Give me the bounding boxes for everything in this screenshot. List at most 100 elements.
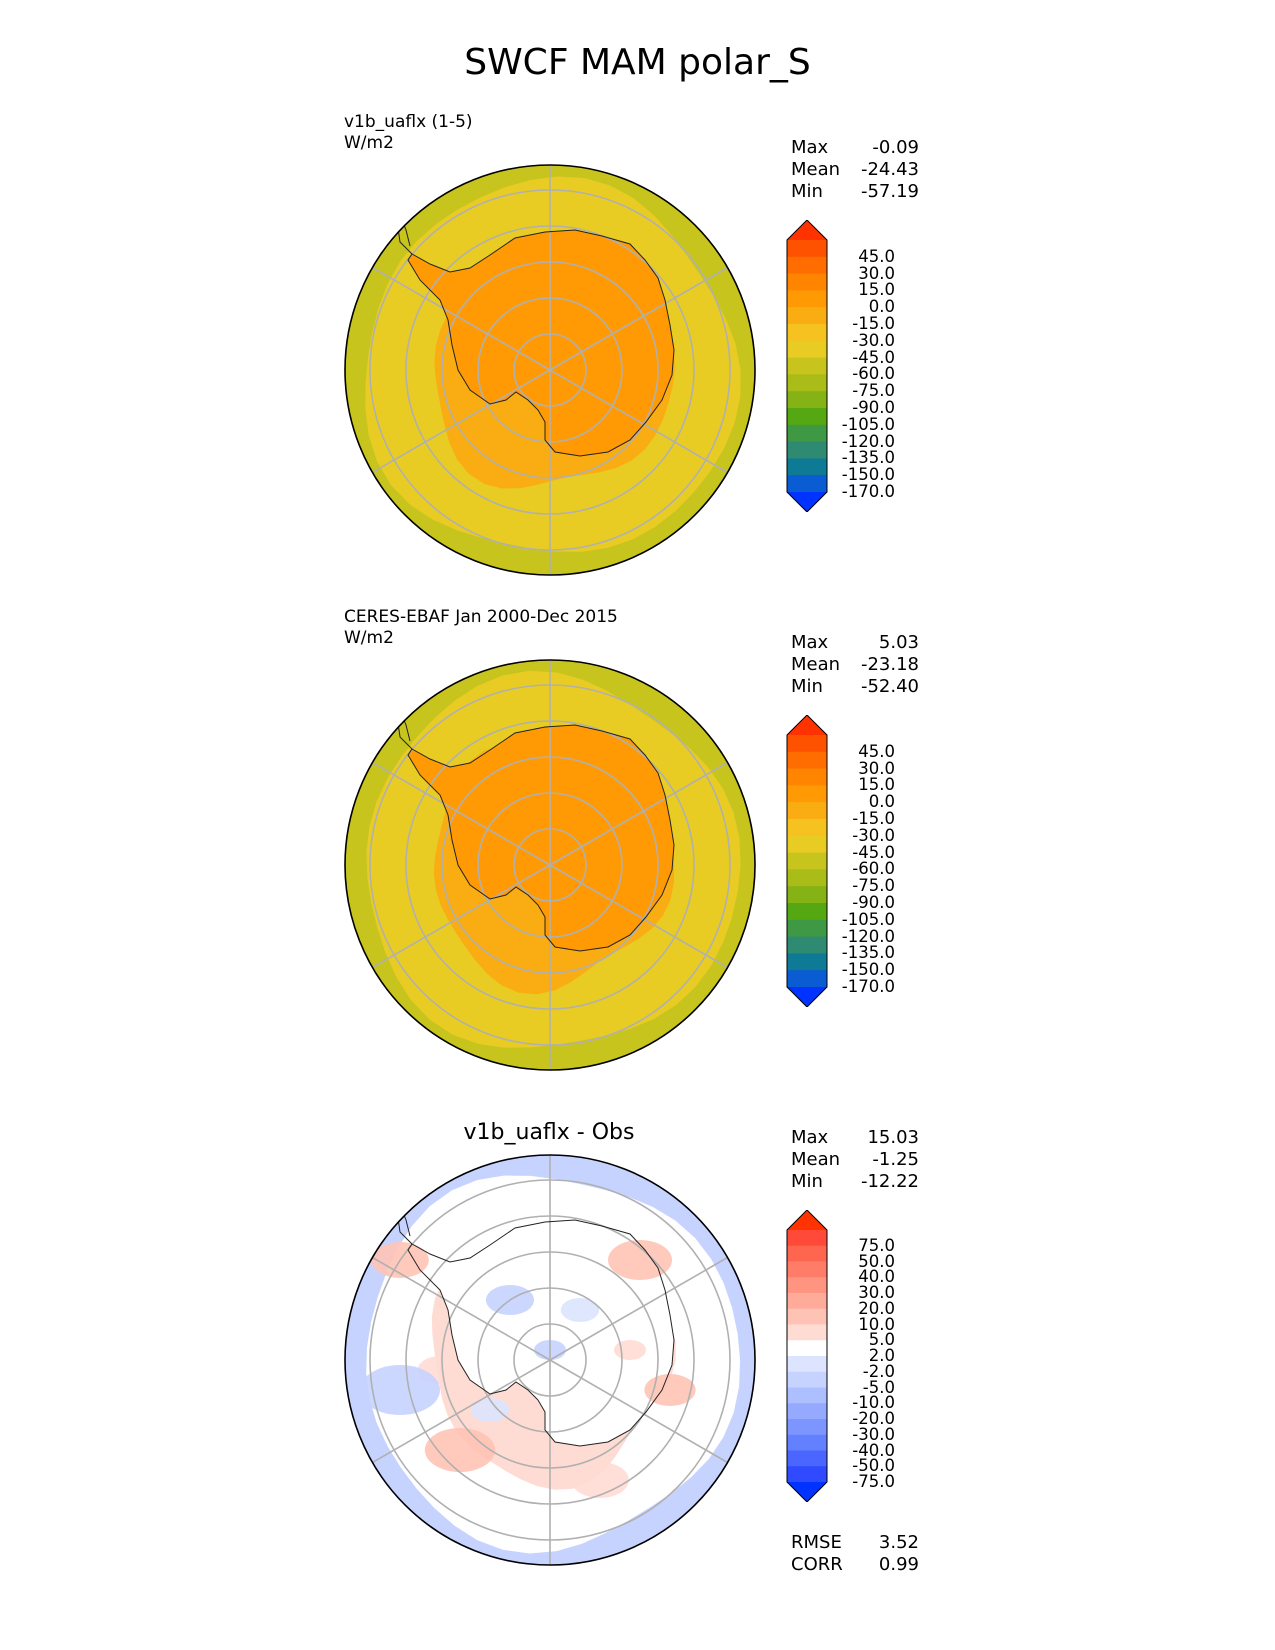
meridian-line xyxy=(372,864,551,969)
meridian-line xyxy=(372,761,551,866)
colorbar-tick-label: -2.0 xyxy=(862,1361,895,1381)
colorbar-tick-label: -170.0 xyxy=(841,482,895,501)
colorbar-segment xyxy=(787,307,827,325)
colorbar-segment xyxy=(787,936,827,954)
colorbar-outline xyxy=(786,715,828,1007)
mean-label: Mean xyxy=(791,654,841,675)
colorbar-segment xyxy=(787,1434,827,1451)
model-name: v1b_uaflx (1-5) xyxy=(344,112,473,132)
meridian-line xyxy=(549,1256,728,1361)
anomaly-patch xyxy=(560,1298,600,1322)
colorbar-diff xyxy=(786,1210,828,1502)
colorbar-segment xyxy=(787,391,827,409)
colorbar-tick-label: 45.0 xyxy=(858,741,895,761)
colorbar-segment xyxy=(787,953,827,971)
meridian-line xyxy=(372,266,551,371)
colorbar-tick-label: 30.0 xyxy=(858,1283,895,1302)
colorbar-segment xyxy=(787,475,827,493)
colorbar-tick-label: 5.0 xyxy=(868,1330,895,1350)
panel-label-obs: CERES-EBAF Jan 2000-Dec 2015 W/m2 xyxy=(344,607,618,649)
colorbar-tick-label: -150.0 xyxy=(841,960,895,980)
colorbar-segment xyxy=(787,1340,827,1357)
min-label: Min xyxy=(791,1171,823,1192)
colorbar-segment xyxy=(787,1387,827,1404)
colorbar-tick-label: -30.0 xyxy=(852,825,895,845)
colorbar-tick-label: -30.0 xyxy=(852,1424,895,1444)
colorbar-top-arrow xyxy=(787,1210,827,1230)
figure-title: SWCF MAM polar_S xyxy=(464,42,811,83)
max-value: 15.03 xyxy=(867,1127,919,1148)
colorbar-tick-label: 75.0 xyxy=(858,1235,895,1255)
colorbar-tick-label: -45.0 xyxy=(852,347,895,367)
colorbar-segment xyxy=(787,785,827,803)
colorbar-segment xyxy=(787,408,827,426)
rmse-value: 3.52 xyxy=(878,1532,919,1553)
colorbar-tick-label: -90.0 xyxy=(852,398,895,417)
meridian-line xyxy=(549,1359,728,1464)
mean-value: -24.43 xyxy=(860,159,919,180)
anomaly-patch xyxy=(644,1374,696,1406)
obs-units: W/m2 xyxy=(344,628,394,648)
colorbar-tick-label: -105.0 xyxy=(841,414,895,434)
colorbar-tick-label: -60.0 xyxy=(852,364,895,384)
colorbar-top-arrow xyxy=(787,715,827,735)
min-value: -12.22 xyxy=(860,1171,919,1192)
colorbar-bottom-arrow xyxy=(787,492,827,512)
graticule xyxy=(369,1155,731,1565)
max-label: Max xyxy=(791,632,829,653)
anomaly-patch xyxy=(608,1240,672,1280)
colorbar-segment xyxy=(787,1245,827,1262)
colorbar-segment xyxy=(787,1371,827,1388)
meridian-line xyxy=(372,1359,551,1464)
colorbar-tick-label: -75.0 xyxy=(852,1472,895,1491)
colorbar-segment xyxy=(787,458,827,476)
rmse-label: RMSE xyxy=(791,1532,842,1553)
model-units: W/m2 xyxy=(344,133,394,153)
colorbar-segment xyxy=(787,1356,827,1373)
stats-model: Max -0.09 Mean -24.43 Min -57.19 xyxy=(791,137,919,203)
colorbar-segment xyxy=(787,357,827,375)
colorbar-tick-label: -50.0 xyxy=(852,1456,895,1476)
colorbar-segment xyxy=(787,886,827,904)
continent-field xyxy=(408,230,674,456)
colorbar-segment xyxy=(787,240,827,258)
stats-diff: Max 15.03 Mean -1.25 Min -12.22 xyxy=(791,1127,919,1193)
corr-label: CORR xyxy=(791,1554,843,1575)
colorbar-segment xyxy=(787,256,827,275)
coastline xyxy=(407,229,675,457)
mean-value: -1.25 xyxy=(872,1149,919,1170)
meridian-line xyxy=(549,266,728,371)
meridian-line xyxy=(549,369,728,474)
colorbar-segment xyxy=(787,290,827,308)
anomaly-patch xyxy=(470,1398,510,1422)
colorbar-ticks-model: 45.0 30.0 15.0 0.0 -15.0 -30.0 -45.0 -60.0 -75.0… xyxy=(835,220,895,512)
max-value: 5.03 xyxy=(878,632,919,653)
colorbar-model xyxy=(786,220,828,512)
colorbar-ticks-diff: 75.0 50.0 40.0 30.0 20.0 10.0 5.0 2.0 -2.0 -5.0 -1… xyxy=(835,1210,895,1502)
colorbar-segment xyxy=(787,424,827,443)
colorbar-segment xyxy=(787,1277,827,1294)
colorbar-tick-label: 20.0 xyxy=(858,1298,895,1318)
meridian-line xyxy=(372,1256,551,1361)
colorbar-tick-label: 2.0 xyxy=(868,1346,895,1365)
map-boundary xyxy=(344,164,756,576)
colorbar-segment xyxy=(787,1308,827,1325)
colorbar-tick-label: 15.0 xyxy=(858,280,895,300)
metrics-diff: RMSE 3.52 CORR 0.99 xyxy=(791,1532,919,1576)
colorbar-bottom-arrow xyxy=(787,1482,827,1502)
colorbar-tick-label: 30.0 xyxy=(858,263,895,283)
colorbar-tick-label: 30.0 xyxy=(858,758,895,778)
colorbar-tick-label: -120.0 xyxy=(841,431,895,451)
colorbar-segment xyxy=(787,1324,827,1341)
min-label: Min xyxy=(791,181,823,202)
colorbar-segment xyxy=(787,1450,827,1467)
anomaly-patch xyxy=(614,1340,646,1360)
colorbar-tick-label: -170.0 xyxy=(841,977,895,996)
max-label: Max xyxy=(791,1127,829,1148)
colorbar-segment xyxy=(787,802,827,820)
colorbar-outline xyxy=(786,220,828,512)
polar-map-model xyxy=(344,164,756,576)
colorbar-tick-label: -105.0 xyxy=(841,909,895,929)
min-label: Min xyxy=(791,676,823,697)
colorbar-tick-label: -15.0 xyxy=(852,314,895,333)
